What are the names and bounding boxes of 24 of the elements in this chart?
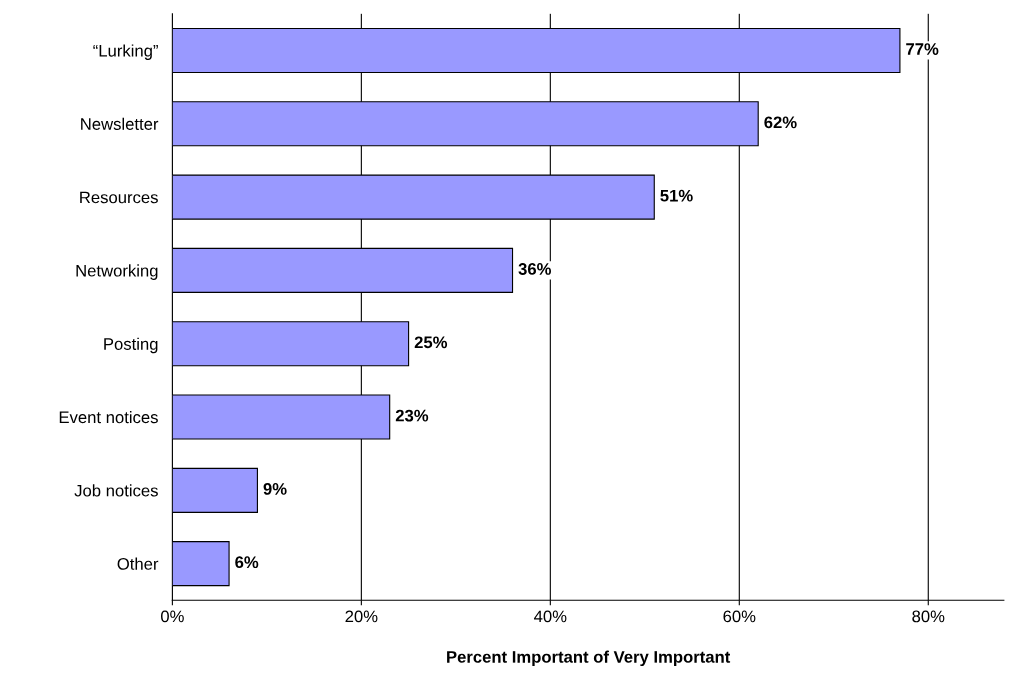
y-tick-label: Networking bbox=[76, 264, 158, 280]
x-tick-label: 80% bbox=[912, 610, 945, 623]
x-tick-label: 40% bbox=[534, 610, 567, 623]
data-label: 6% bbox=[235, 556, 259, 569]
data-label: 36% bbox=[518, 263, 552, 275]
data-label: 9% bbox=[263, 483, 287, 495]
bar bbox=[172, 467, 258, 513]
y-tick-label: Posting bbox=[104, 337, 158, 354]
x-tick-label: 60% bbox=[723, 610, 756, 623]
x-tick-label: 20% bbox=[345, 610, 378, 623]
y-tick-label: Job notices bbox=[74, 484, 158, 497]
x-tick-label: 0% bbox=[160, 610, 184, 623]
data-label: 51% bbox=[660, 189, 693, 202]
data-label: 62% bbox=[764, 116, 797, 129]
x-axis-title: Percent Important of Very Important bbox=[447, 650, 731, 667]
bar bbox=[172, 541, 230, 587]
data-label: 23% bbox=[395, 409, 429, 422]
data-label: 25% bbox=[414, 336, 448, 349]
data-label: 77% bbox=[906, 43, 939, 55]
y-tick-label: “Lurking” bbox=[93, 44, 158, 60]
y-tick-label: Other bbox=[117, 557, 159, 570]
y-tick-label: Resources bbox=[80, 191, 158, 204]
y-tick-label: Newsletter bbox=[81, 117, 159, 130]
y-tick-label: Event notices bbox=[59, 410, 158, 424]
